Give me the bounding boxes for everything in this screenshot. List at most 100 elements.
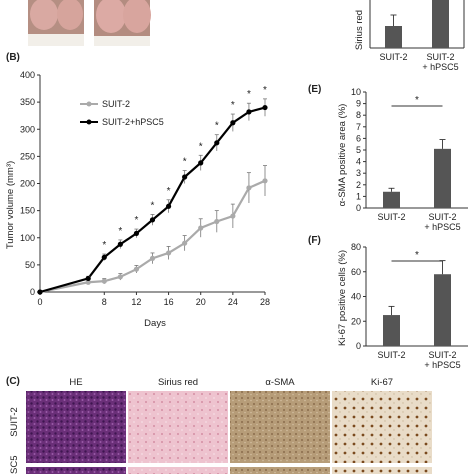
chart-e-y-tick-label: 9 (356, 99, 361, 109)
chart-b-legend: SUIT-2 SUIT-2+hPSC5 (80, 99, 164, 127)
data-point (262, 178, 268, 184)
chart-f-ylabel: Ki-67 positive cells (%) (337, 250, 348, 346)
histology-col-sirius: Sirius red (158, 377, 198, 388)
data-point (85, 279, 91, 285)
mouse-photo-suit2 (28, 0, 84, 46)
histology-col-he: HE (69, 377, 82, 388)
chart-b-x-tick-label: 24 (228, 297, 238, 307)
chart-f-y-tick-label: 60 (351, 267, 361, 277)
chart-f-y-tick-label: 20 (351, 316, 361, 326)
chart-b-y-tick-label: 250 (20, 151, 35, 161)
chart-e-y-tick-label: 1 (356, 191, 361, 201)
chart-e-y-tick-label: 2 (356, 180, 361, 190)
data-point (214, 218, 220, 225)
data-point (246, 109, 252, 115)
chart-a-ylabel: Sirius red (354, 10, 365, 50)
histology-sma-suit2 (230, 391, 330, 463)
chart-a-category-label: SUIT-2 (379, 52, 407, 62)
chart-b-y-tick-label: 200 (20, 179, 35, 189)
data-point (101, 278, 107, 284)
sma-area-chart: α-SMA positive area (%) 0 12 34 5 67 89 10 SUIT… (337, 87, 468, 232)
histology-sirius-suit2 (128, 391, 228, 463)
data-point (149, 217, 156, 223)
significance-star: * (151, 200, 155, 211)
significance-star: * (134, 215, 138, 226)
significance-star: * (199, 141, 203, 152)
chart-a-category-label: + hPSC5 (422, 62, 458, 72)
chart-a-bar (385, 26, 402, 48)
histology-he-suit2 (26, 391, 126, 463)
chart-f-category-label: + hPSC5 (424, 360, 460, 370)
chart-e-bar (383, 191, 400, 208)
histology-ki67-suit2 (332, 391, 432, 463)
chart-f-bar (383, 315, 400, 346)
chart-b-x-tick-label: 16 (164, 297, 174, 307)
chart-b-y-tick-label: 150 (20, 206, 35, 216)
data-point (165, 250, 172, 256)
chart-b-x-tick-label: 20 (196, 297, 206, 307)
chart-f-y-tick-label: 80 (351, 242, 361, 252)
significance-star: * (263, 85, 267, 96)
significance-star: * (118, 226, 122, 237)
data-point (246, 185, 252, 191)
data-point (117, 274, 123, 280)
panel-label-e: (E) (308, 84, 321, 95)
significance-star: * (215, 121, 219, 132)
chart-a-category-label: SUIT-2 (426, 52, 454, 62)
chart-e-ylabel: α-SMA positive area (%) (337, 104, 348, 207)
chart-b-xlabel: Days (144, 318, 166, 329)
panel-label-b: (B) (6, 52, 20, 63)
histology-row-suit2: SUIT-2 (9, 407, 20, 437)
sirius-red-chart: Sirius red SUIT-2 SUIT-2+ hPSC5 (354, 0, 465, 72)
data-point (37, 289, 43, 295)
chart-f-bar (434, 274, 451, 346)
data-point (214, 140, 220, 146)
chart-e-y-tick-label: 8 (356, 110, 361, 120)
data-point (262, 104, 268, 111)
chart-e-significance-star: * (415, 95, 419, 106)
chart-b-y-tick-label: 350 (20, 97, 35, 107)
significance-star: * (247, 89, 251, 100)
data-point (117, 241, 123, 247)
chart-e-y-tick-label: 0 (356, 203, 361, 213)
chart-b-x-tick-label: 12 (131, 297, 141, 307)
legend-hpsc5-label: SUIT-2+hPSC5 (102, 117, 164, 127)
histology-ki67-sc5 (332, 467, 432, 474)
chart-a-bar (432, 0, 449, 48)
chart-b-y-tick-label: 50 (25, 260, 35, 270)
chart-f-significance-star: * (415, 250, 419, 261)
chart-b-y-tick-label: 300 (20, 124, 35, 134)
chart-e-y-tick-label: 4 (356, 157, 361, 167)
legend-suit2-label: SUIT-2 (102, 99, 130, 109)
histology-col-sma: α-SMA (265, 377, 295, 388)
chart-f-y-tick-label: 40 (351, 292, 361, 302)
histology-he-sc5 (26, 467, 126, 474)
panel-label-c: (C) (6, 376, 20, 387)
chart-e-category-label: + hPSC5 (424, 222, 460, 232)
chart-e-category-label: SUIT-2 (428, 212, 456, 222)
histology-grid: HE Sirius red α-SMA Ki-67 SUIT-2 SC5 (9, 377, 432, 474)
data-point (198, 225, 204, 231)
chart-f-y-tick-label: 0 (356, 341, 361, 351)
chart-e-y-tick-label: 10 (351, 87, 361, 97)
histology-col-ki67: Ki-67 (371, 377, 393, 388)
data-point (230, 120, 236, 126)
histology-sirius-sc5 (128, 467, 228, 474)
data-point (133, 230, 140, 237)
data-point (85, 275, 91, 282)
data-point (182, 240, 188, 246)
tumor-volume-chart: Tumor volume (mm³) Days 0501001502002503… (5, 70, 270, 329)
chart-f-category-label: SUIT-2 (377, 350, 405, 360)
chart-f-category-label: SUIT-2 (428, 350, 456, 360)
panel-label-f: (F) (308, 235, 321, 246)
data-point (198, 160, 204, 166)
chart-b-y-tick-label: 0 (30, 287, 35, 297)
chart-b-x-tick-label: 28 (260, 297, 270, 307)
chart-b-x-tick-label: 0 (37, 297, 42, 307)
significance-star: * (231, 100, 235, 111)
histology-row-sc5: SC5 (9, 456, 20, 474)
mouse-photo-hpsc5 (94, 0, 151, 46)
chart-e-bar (434, 148, 451, 208)
data-point (165, 203, 172, 209)
